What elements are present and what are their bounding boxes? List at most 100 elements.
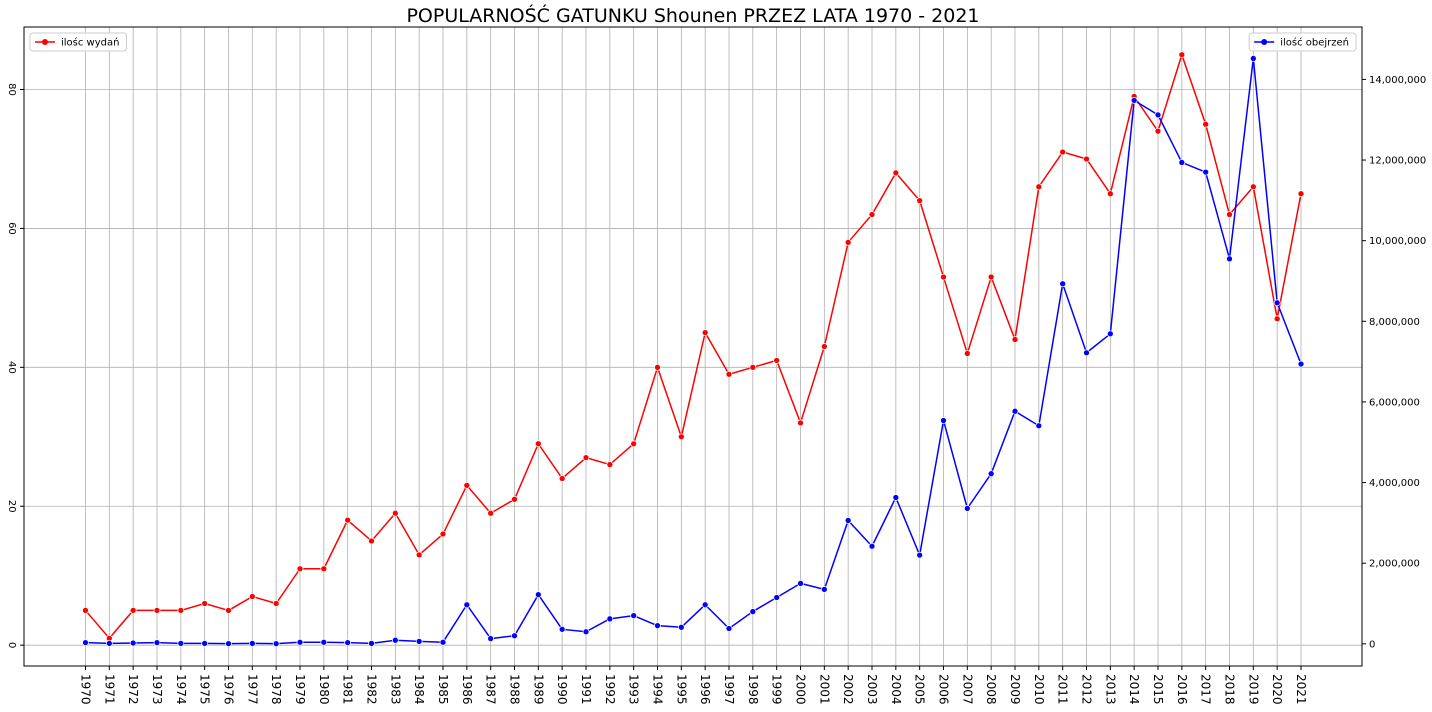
legend-box [29,32,127,52]
data-point [105,640,113,647]
data-point [868,211,876,218]
data-point [153,607,161,614]
data-point [368,640,375,647]
x-tick-label: 1994 [651,674,665,705]
legend-label: ilość obejrzeń [1280,37,1349,49]
right-axis: 0 2,000,000 4,000,000 6,000,000 8,000,000 10,… [1362,75,1426,650]
data-point [1202,168,1210,176]
data-point [272,640,280,647]
data-point [1106,190,1114,198]
data-point [892,494,900,501]
x-tick-label: 2010 [1032,674,1046,705]
right-tick-label: 2,000,000 [1369,559,1420,570]
x-tick-label: 1986 [460,674,474,705]
data-point [463,601,471,609]
data-point [511,632,518,640]
x-tick-label: 1995 [674,674,688,705]
left-tick-label: 60 [6,222,17,235]
data-point [177,640,185,647]
data-point [1202,120,1210,128]
x-tick-label: 1987 [484,674,498,705]
data-point [439,638,447,646]
data-point [1178,51,1186,59]
data-point [129,639,137,647]
data-point [129,607,137,614]
x-tick-label: 1983 [388,674,402,705]
data-point [582,454,590,461]
data-point [892,169,900,177]
legend-0: ilośc wydań [29,32,127,52]
x-tick-label: 1980 [317,674,331,705]
x-tick-label: 2004 [889,674,903,705]
x-tick-label: 2002 [841,674,855,705]
data-point [272,600,280,607]
data-point [1178,159,1186,166]
x-tick-label: 1997 [722,674,736,705]
data-point [749,608,757,615]
x-tick-label: 2018 [1223,674,1237,705]
data-point [630,612,638,619]
x-tick-label: 1982 [365,674,379,705]
right-tick-label: 14,000,000 [1369,75,1426,86]
data-point [940,417,947,424]
data-point [177,607,185,614]
data-point [749,363,757,371]
legends: ilośc wydań ilość obejrzeń [29,32,1357,52]
data-point [940,273,947,281]
x-tick-label: 2020 [1270,674,1284,705]
data-point [225,640,232,647]
left-tick-label: 0 [6,642,17,648]
left-tick-label: 80 [6,83,17,96]
x-tick-label: 1991 [579,674,593,705]
data-point [463,482,471,489]
data-point [844,517,852,524]
x-tick-label: 2009 [1008,674,1022,705]
right-tick-label: 6,000,000 [1369,397,1420,408]
data-point [1226,211,1233,218]
legend-box [1248,32,1357,52]
x-tick-label: 2012 [1080,674,1094,705]
data-point [1249,183,1257,191]
data-point [1154,127,1162,135]
right-tick-label: 10,000,000 [1369,236,1426,247]
x-tick-label: 1977 [245,674,259,705]
x-tick-label: 1990 [555,674,569,705]
data-point [773,357,781,364]
data-point [606,461,614,468]
data-point [582,628,590,636]
data-point [534,591,542,598]
data-point [701,329,709,336]
data-point [439,530,447,538]
right-tick-label: 4,000,000 [1369,478,1420,489]
data-point [248,640,256,647]
data-point [677,433,685,441]
data-point [963,505,971,512]
grid [24,27,1362,666]
data-point [1035,422,1043,430]
data-point [987,273,995,281]
plot-frame [23,26,1363,667]
data-point [487,635,495,642]
x-tick-label: 1975 [198,674,212,705]
data-point [558,625,566,633]
x-tick-label: 1979 [293,674,307,705]
x-tick-label: 2019 [1246,674,1260,705]
data-point [797,419,804,427]
data-point [1059,148,1067,156]
x-axis: 1970 1971 1972 1973 1974 1975 1976 1977 1978 1979… [79,666,1308,705]
data-point [320,638,328,646]
x-tick-label: 1974 [174,674,188,705]
data-point [1297,360,1305,368]
x-tick-label: 2001 [817,674,831,705]
x-tick-label: 1985 [436,674,450,705]
data-point [511,495,518,503]
data-point [368,537,375,545]
data-point [773,594,781,601]
data-point [916,551,924,559]
data-point [153,639,161,646]
data-point [1059,280,1067,288]
x-tick-label: 2003 [865,674,879,705]
legend-1: ilość obejrzeń [1248,32,1357,52]
data-point [987,470,995,478]
